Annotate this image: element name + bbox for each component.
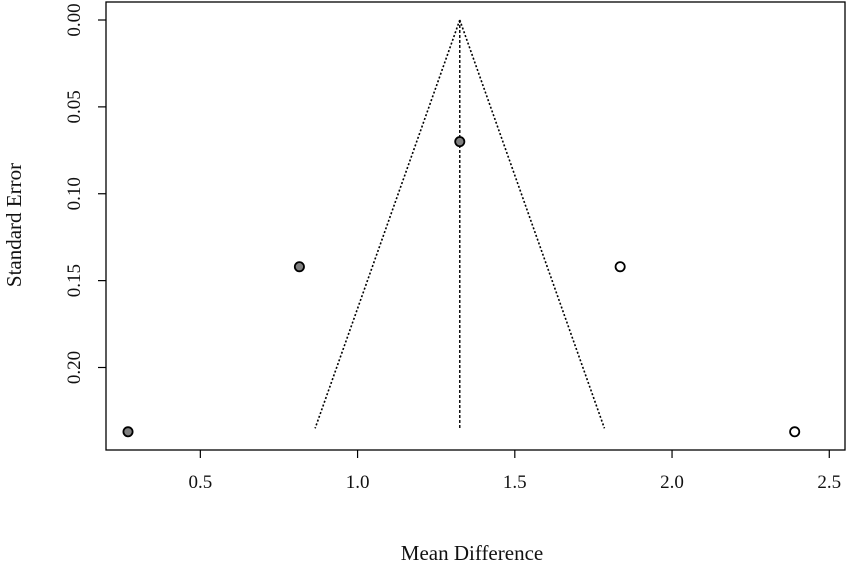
y-tick-label: 0.10 xyxy=(64,177,85,210)
funnel-right-line xyxy=(459,19,606,429)
y-tick-label: 0.20 xyxy=(64,351,85,384)
plot-area: 0.5 1.0 1.5 2.0 2.5 0.00 0.05 0.10 0.15 0.20 xyxy=(64,1,846,493)
x-tick-label: 1.0 xyxy=(346,472,370,493)
study-point xyxy=(293,261,305,273)
y-axis-title: Standard Error xyxy=(2,163,26,287)
imputed-study-point xyxy=(614,261,626,273)
x-tick-label: 2.0 xyxy=(660,472,684,493)
x-tick-label: 0.5 xyxy=(188,472,212,493)
study-point xyxy=(122,426,134,438)
y-tick-label: 0.15 xyxy=(64,264,85,297)
plot-frame xyxy=(105,1,846,451)
y-tick-label: 0.00 xyxy=(64,3,85,36)
funnel-left-line xyxy=(314,19,461,429)
study-point xyxy=(454,136,466,148)
y-tick-label: 0.05 xyxy=(64,90,85,123)
x-tick-label: 1.5 xyxy=(503,472,527,493)
x-axis-title: Mean Difference xyxy=(401,541,543,563)
x-tick-label: 2.5 xyxy=(817,472,841,493)
imputed-study-point xyxy=(789,426,801,438)
